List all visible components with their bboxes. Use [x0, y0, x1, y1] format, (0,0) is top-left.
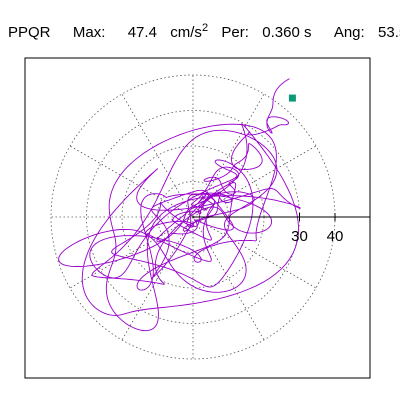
plot-frame — [24, 57, 371, 379]
max-unit: cm/s — [170, 24, 202, 41]
chart-header: PPQR Max: 47.4 cm/s2 Per: 0.360 s Ang: 5… — [8, 17, 400, 41]
ang-label: Ang: — [333, 24, 365, 41]
per-value: 0.360 s — [262, 24, 312, 41]
station-code: PPQR — [8, 24, 51, 41]
radial-axis: 30 40 — [193, 213, 370, 245]
per-label: Per: — [221, 24, 249, 41]
orbit-trace — [58, 78, 302, 332]
orbit-trace-path — [58, 78, 302, 332]
max-label: Max: — [72, 24, 106, 41]
grid-spoke-150 — [69, 145, 194, 218]
radial-tick-label-30: 30 — [291, 228, 308, 245]
end-marker — [288, 94, 296, 102]
max-unit-exponent: 2 — [201, 22, 209, 34]
radial-tick-label-40: 40 — [327, 228, 344, 245]
grid-spoke-60 — [192, 93, 265, 218]
max-value: 47.4 — [127, 24, 157, 41]
end-marker-square — [288, 94, 296, 102]
ang-value: 53.5 — [378, 24, 400, 41]
